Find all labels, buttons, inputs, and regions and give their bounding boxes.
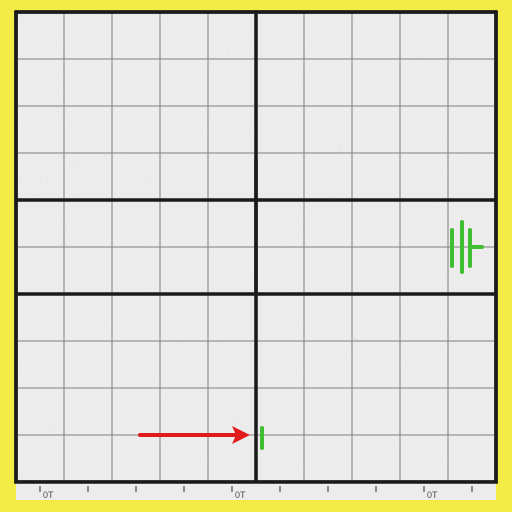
axis-tick-label: 0T: [43, 490, 54, 500]
axis-tick-label: 0T: [235, 490, 246, 500]
axis-tick-label: 0T: [427, 490, 438, 500]
chart-page: 0T 0T 0T: [0, 0, 512, 512]
grid-chart: 0T 0T 0T: [0, 0, 512, 512]
